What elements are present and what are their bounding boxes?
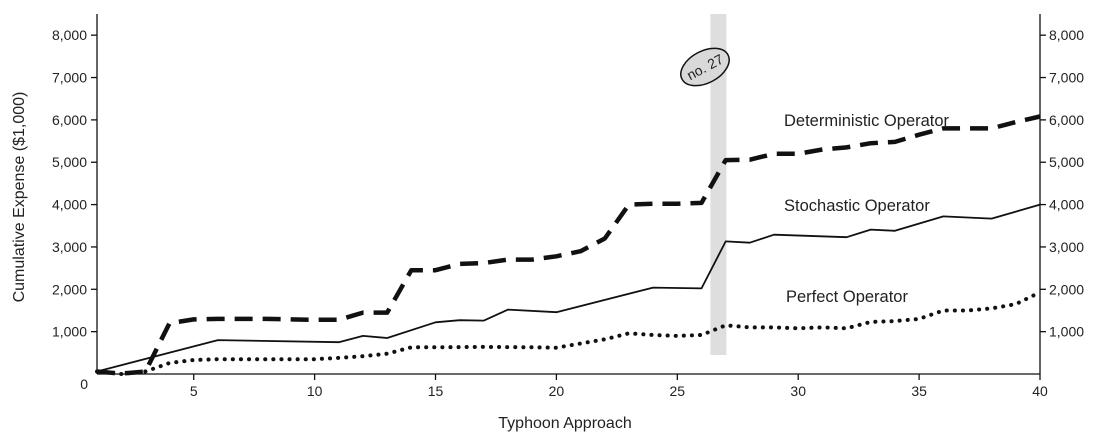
y-tick-label-left: 7,000 [52, 70, 87, 86]
y-tick-label-right: 5,000 [1049, 154, 1084, 170]
origin-label: 0 [80, 376, 88, 392]
x-tick-label: 5 [190, 383, 198, 399]
y-tick-label-left: 4,000 [52, 197, 87, 213]
series-label-stochastic: Stochastic Operator [784, 197, 930, 215]
highlight-band-no-27 [710, 14, 727, 355]
axis-ticks: 1,000 1,000 2,000 2,000 3,000 3,000 4,000 4,000… [52, 27, 1084, 399]
series-line-deterministic [96, 114, 1041, 376]
x-tick-label: 20 [549, 383, 565, 399]
x-tick-label: 25 [670, 383, 686, 399]
x-tick-label: 15 [428, 383, 444, 399]
series-line-perfect [95, 290, 1042, 376]
x-tick-label: 10 [307, 383, 323, 399]
y-axis-title: Cumulative Expense ($1,000) [11, 92, 28, 303]
x-axis-title: Typhoon Approach [498, 415, 631, 432]
y-tick-label-right: 1,000 [1049, 324, 1084, 340]
y-tick-label-left: 1,000 [52, 324, 87, 340]
y-tick-label-left: 3,000 [52, 239, 87, 255]
y-tick-label-left: 5,000 [52, 154, 87, 170]
series-label-deterministic: Deterministic Operator [784, 112, 950, 130]
callout-no-27: no. 27 [680, 47, 730, 87]
y-tick-label-right: 4,000 [1049, 197, 1084, 213]
x-tick-label: 40 [1032, 383, 1048, 399]
y-tick-label-left: 8,000 [52, 27, 87, 43]
x-tick-label: 30 [790, 383, 806, 399]
x-tick-label: 35 [911, 383, 927, 399]
series-layer [95, 114, 1042, 376]
y-tick-label-left: 2,000 [52, 281, 87, 297]
series-label-perfect: Perfect Operator [786, 288, 908, 306]
y-tick-label-left: 6,000 [52, 112, 87, 128]
y-tick-label-right: 3,000 [1049, 239, 1084, 255]
y-tick-label-right: 7,000 [1049, 70, 1084, 86]
y-tick-label-right: 2,000 [1049, 281, 1084, 297]
y-tick-label-right: 6,000 [1049, 112, 1084, 128]
y-tick-label-right: 8,000 [1049, 27, 1084, 43]
callout-bubble [680, 47, 730, 87]
series-line-stochastic [96, 203, 1041, 373]
